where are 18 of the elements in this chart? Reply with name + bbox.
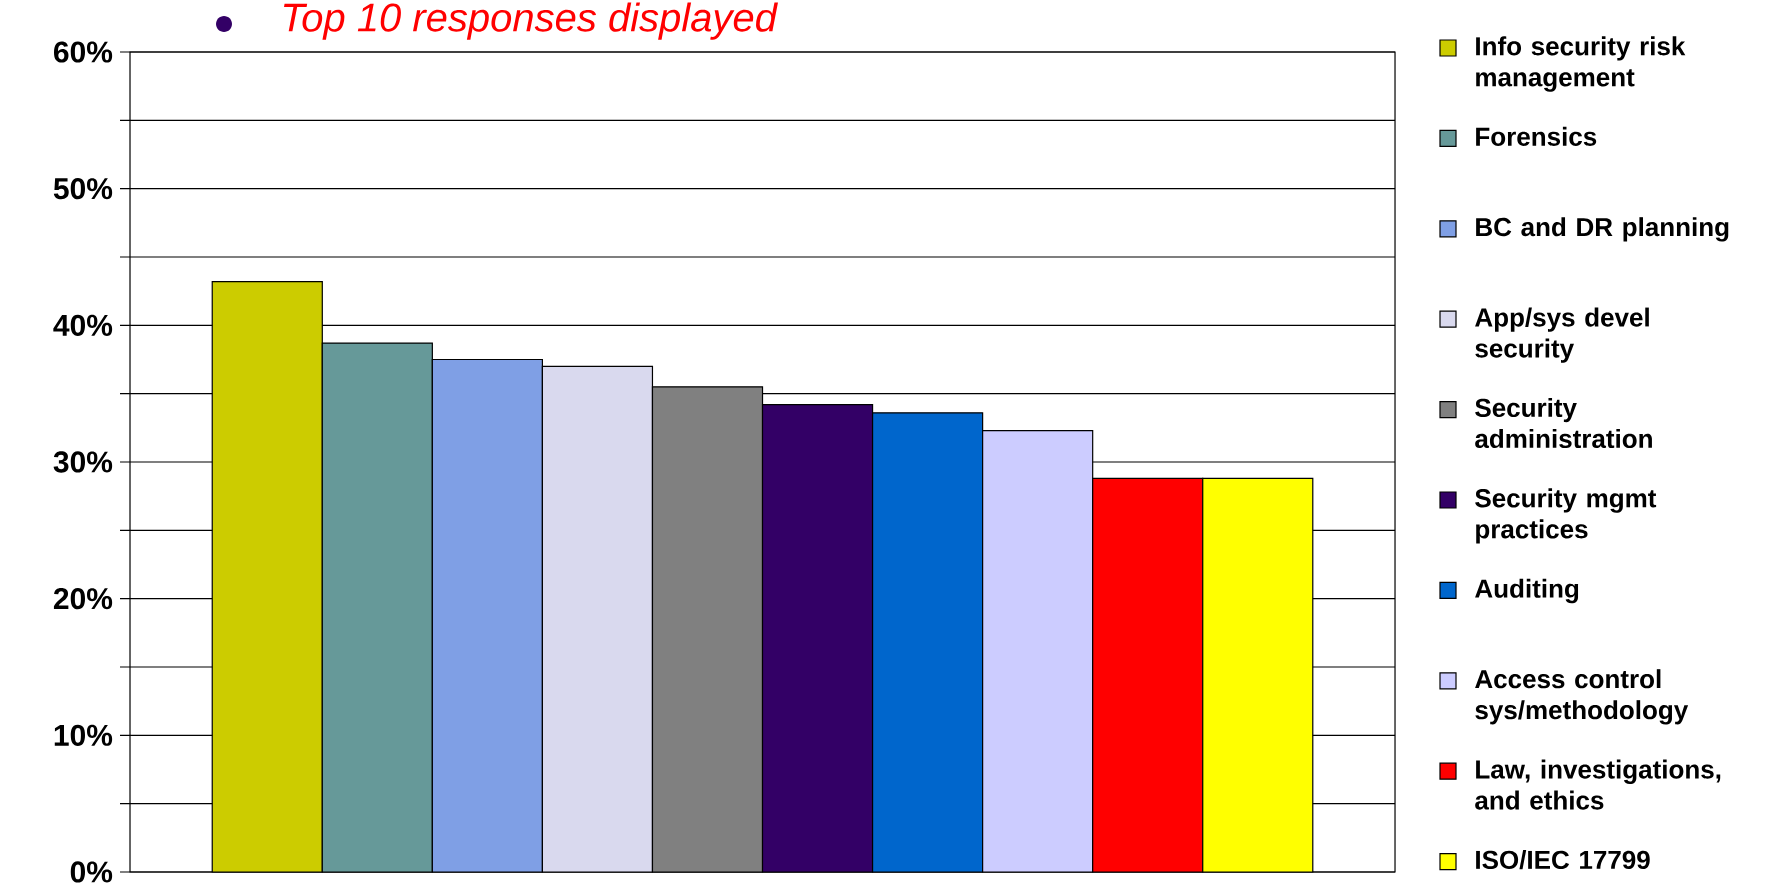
legend-label: Auditing xyxy=(1475,578,1579,604)
legend-label: Access control sys/methodology xyxy=(1475,669,1689,725)
legend-label: Security administration xyxy=(1475,397,1652,449)
y-tick-label: 60% xyxy=(54,41,113,63)
legend-label: BC and DR planning xyxy=(1476,217,1729,242)
legend-label: ISO/IEC 17799 xyxy=(1476,849,1650,870)
y-tick-label: 0% xyxy=(70,861,113,883)
y-tick-label: 10% xyxy=(54,724,113,746)
y-tick-label: 20% xyxy=(53,588,113,610)
y-tick-label: 40% xyxy=(53,314,113,336)
y-tick-label: 50% xyxy=(53,178,113,200)
legend-label: Law, investigations, and ethics xyxy=(1475,759,1721,810)
text: Top 10 responses displayed xyxy=(284,2,778,40)
legend-label: Security mgmt practices xyxy=(1475,488,1657,544)
legend-label: App/sys devel security xyxy=(1475,307,1649,363)
legend-label: Forensics xyxy=(1476,126,1597,146)
y-tick-label: 30% xyxy=(53,451,113,473)
legend-label: Info security risk management xyxy=(1476,36,1686,92)
